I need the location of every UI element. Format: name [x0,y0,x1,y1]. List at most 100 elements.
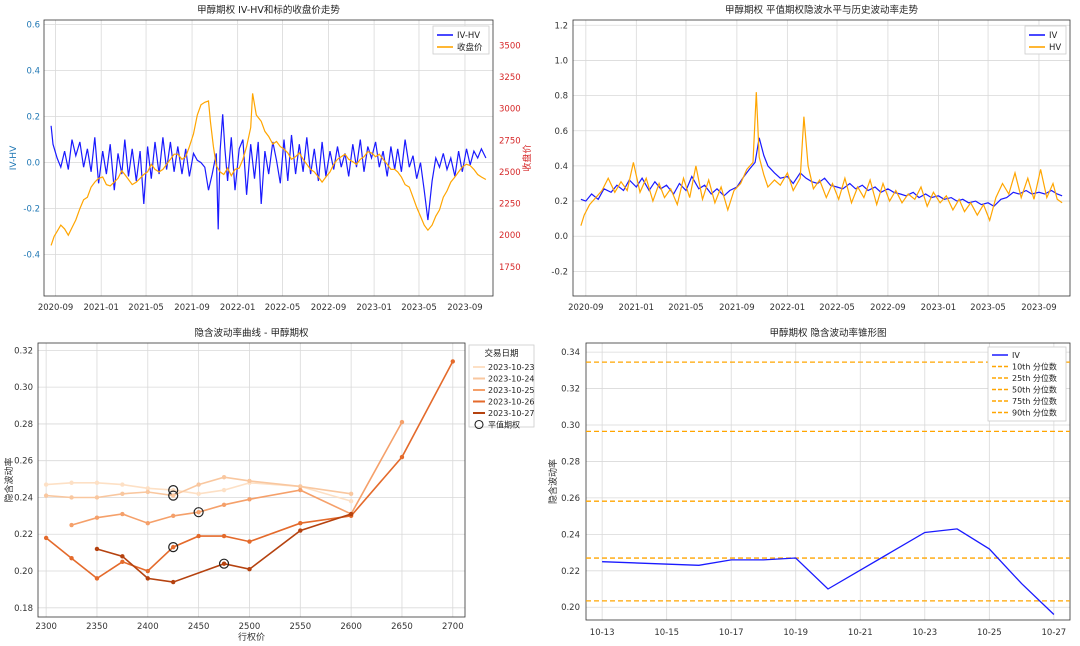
smile-point [120,559,125,565]
y-tick-label: 0.24 [561,530,580,540]
x-tick-label: 2023-05 [970,303,1006,313]
x-tick-label: 2021-01 [619,303,655,313]
smile-point [196,533,201,539]
y2-tick-label: 3250 [499,73,521,83]
x-tick-label: 10-13 [590,628,615,638]
y2-tick-label: 3000 [499,105,521,115]
chart-title: 隐含波动率曲线 - 甲醇期权 [195,327,309,339]
legend-label: 25th 分位数 [1012,373,1057,383]
y-tick-label: -0.2 [23,205,40,215]
x-tick-label: 2022-01 [770,303,806,313]
legend-label: 75th 分位数 [1012,396,1057,406]
atm-marker [168,542,179,553]
x-tick-label: 2700 [442,622,464,632]
y-tick-label: 0.6 [554,127,568,137]
smile-point [298,487,303,493]
x-tick-label: 2550 [289,622,311,632]
x-tick-label: 2022-09 [870,303,906,313]
y2-tick-label: 2000 [499,231,521,241]
smile-point [43,493,49,498]
y-tick-label: 0.22 [14,530,33,540]
chart-title: 甲醇期权 隐含波动率锥形图 [769,327,886,339]
smile-point [348,498,354,504]
y-tick-label: 0.0 [554,232,568,242]
legend-label: IV-HV [457,31,480,41]
legend-box [1024,25,1067,55]
x-tick-label: 10-25 [977,628,1002,638]
chart-iv-cone: 10-13 10-15 10-17 10-19 10-21 10-23 10-25 10-27… [547,327,1071,638]
y-tick-label: 0.28 [561,457,580,467]
x-tick-label: 2350 [86,622,108,632]
iv-line [602,528,1055,615]
legend-atm-marker [474,419,484,430]
smile-point [94,576,100,581]
smile-line [96,513,352,583]
smile-point [450,359,455,364]
x-axis-label: 行权价 [238,631,265,643]
x-tick-label: 2300 [35,622,57,632]
y-tick-label: 0.2 [554,197,568,207]
legend-box [987,346,1067,422]
legend-label: IV [1012,351,1020,360]
legend-label: 10th 分位数 [1012,362,1057,372]
legend-label: 2023-10-23 [488,363,535,372]
x-tick-label: 2021-05 [668,303,704,313]
smile-point [69,555,74,561]
legend-label: 2023-10-27 [488,409,535,418]
y-tick-label: 0.28 [14,420,33,430]
x-tick-label: 2021-09 [174,303,210,313]
x-tick-label: 2600 [340,622,362,632]
y-tick-label: 0.4 [26,67,40,77]
y-tick-label: 0.18 [14,604,33,614]
smile-point [196,491,201,496]
y-tick-label: 0.26 [561,494,580,504]
legend-label: 收盘价 [457,42,483,53]
smile-point [94,546,100,552]
smile-line [71,421,403,526]
x-tick-label: 2022-05 [819,303,855,313]
x-tick-label: 2020-09 [568,303,604,313]
smile-point [247,539,252,544]
y-axis-label: 隐含波动率 [547,459,559,504]
atm-marker [193,507,204,518]
x-tick-label: 2020-09 [38,303,74,313]
y2-axis-label: 收盘价 [521,144,533,171]
smile-point [94,495,100,500]
y-tick-label: -0.4 [23,251,40,261]
smile-point [221,475,227,480]
y-tick-label: 0.8 [554,92,568,102]
smile-point [171,544,176,550]
y2-tick-label: 2250 [499,200,521,210]
smile-point [94,480,100,485]
y2-tick-label: 2500 [499,168,521,178]
y-tick-label: 0.26 [14,457,33,467]
smile-point [399,419,405,425]
chart-atm-iv-hv: 2020-09 2021-01 2021-05 2021-09 2022-01 2022-… [551,4,1071,313]
smile-point [348,491,354,496]
chart-iv-hv-close: 2020-09 2021-01 2021-05 2021-09 2022-01 2022-… [9,4,533,313]
smile-point [120,554,125,559]
smile-point [348,511,354,517]
chart-title: 甲醇期权 平值期权隐波水平与历史波动率走势 [725,4,919,16]
x-tick-label: 10-23 [912,628,937,638]
smile-point [221,533,227,539]
x-tick-label: 2021-05 [128,303,164,313]
legend-title: 交易日期 [484,348,518,359]
x-tick-label: 2450 [188,622,210,632]
plot-frame [585,342,1071,621]
x-tick-label: 2022-09 [311,303,347,313]
smile-point [120,482,125,487]
smile-point [69,480,74,485]
plot-frame [37,342,466,618]
y-tick-label: 0.2 [26,113,40,123]
y-tick-label: 0.4 [554,162,568,172]
smile-point [196,509,201,515]
smile-point [298,521,303,526]
y-tick-label: 0.34 [561,348,580,358]
legend-label: IV [1049,31,1058,41]
smile-point [69,522,74,528]
y-axis-label: IV-HV [9,145,19,170]
x-tick-label: 10-15 [654,628,679,638]
y-tick-label: 0.20 [561,603,580,613]
smile-point [69,495,74,500]
